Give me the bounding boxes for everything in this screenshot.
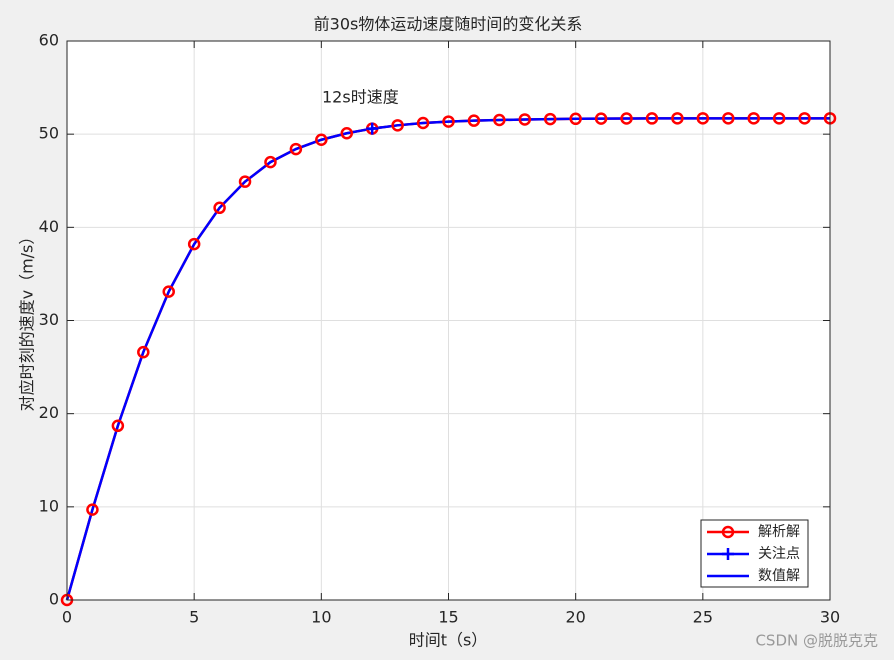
marker (518, 113, 532, 126)
marker (111, 419, 125, 433)
y-tick-label: 20 (39, 403, 59, 422)
x-tick-label: 20 (565, 608, 585, 627)
x-tick-label: 30 (820, 608, 840, 627)
chart-title: 前30s物体运动速度随时间的变化关系 (314, 15, 583, 34)
y-tick-label: 10 (39, 496, 59, 515)
marker (747, 112, 760, 125)
watermark: CSDN @脱脱克克 (755, 632, 878, 650)
marker (416, 116, 430, 130)
x-tick-label: 0 (62, 608, 72, 627)
marker (340, 126, 354, 140)
x-tick-label: 10 (311, 608, 331, 627)
y-tick-label: 60 (39, 31, 59, 50)
axes-box (66, 40, 831, 601)
marker (467, 114, 481, 127)
y-tick-label: 40 (39, 217, 59, 236)
marker (162, 285, 175, 298)
marker (442, 115, 455, 128)
marker (772, 112, 786, 125)
legend-marker (722, 548, 734, 560)
marker (391, 119, 404, 132)
marker (798, 112, 811, 125)
marker (289, 142, 303, 156)
y-tick-label: 30 (39, 310, 59, 329)
series-line (65, 117, 830, 601)
marker (569, 112, 582, 126)
marker (315, 133, 328, 147)
marker (543, 112, 557, 126)
marker (137, 345, 150, 359)
x-tick-label: 5 (189, 608, 199, 627)
legend-label: 数值解 (758, 568, 800, 584)
x-tick-label: 25 (693, 608, 713, 627)
marker (213, 201, 226, 215)
marker (366, 122, 379, 135)
marker (493, 113, 506, 127)
y-tick-label: 0 (49, 590, 59, 609)
y-tick-label: 50 (39, 124, 59, 143)
x-axis-label: 时间t（s） (409, 631, 488, 650)
marker (722, 112, 735, 125)
legend-label: 解析解 (758, 524, 800, 540)
legend-label: 关注点 (758, 546, 800, 562)
y-axis-label: 对应时刻的速度v（m/s） (18, 229, 37, 412)
marker (696, 112, 710, 125)
marker (645, 112, 659, 125)
marker (594, 112, 608, 125)
legend-marker (721, 525, 735, 539)
marker (671, 112, 684, 125)
marker (238, 175, 252, 188)
marker (264, 155, 277, 169)
marker (620, 112, 633, 125)
marker (86, 503, 99, 516)
x-tick-label: 15 (438, 608, 458, 627)
annotation: 12s时速度 (322, 88, 399, 107)
marker (187, 237, 201, 251)
